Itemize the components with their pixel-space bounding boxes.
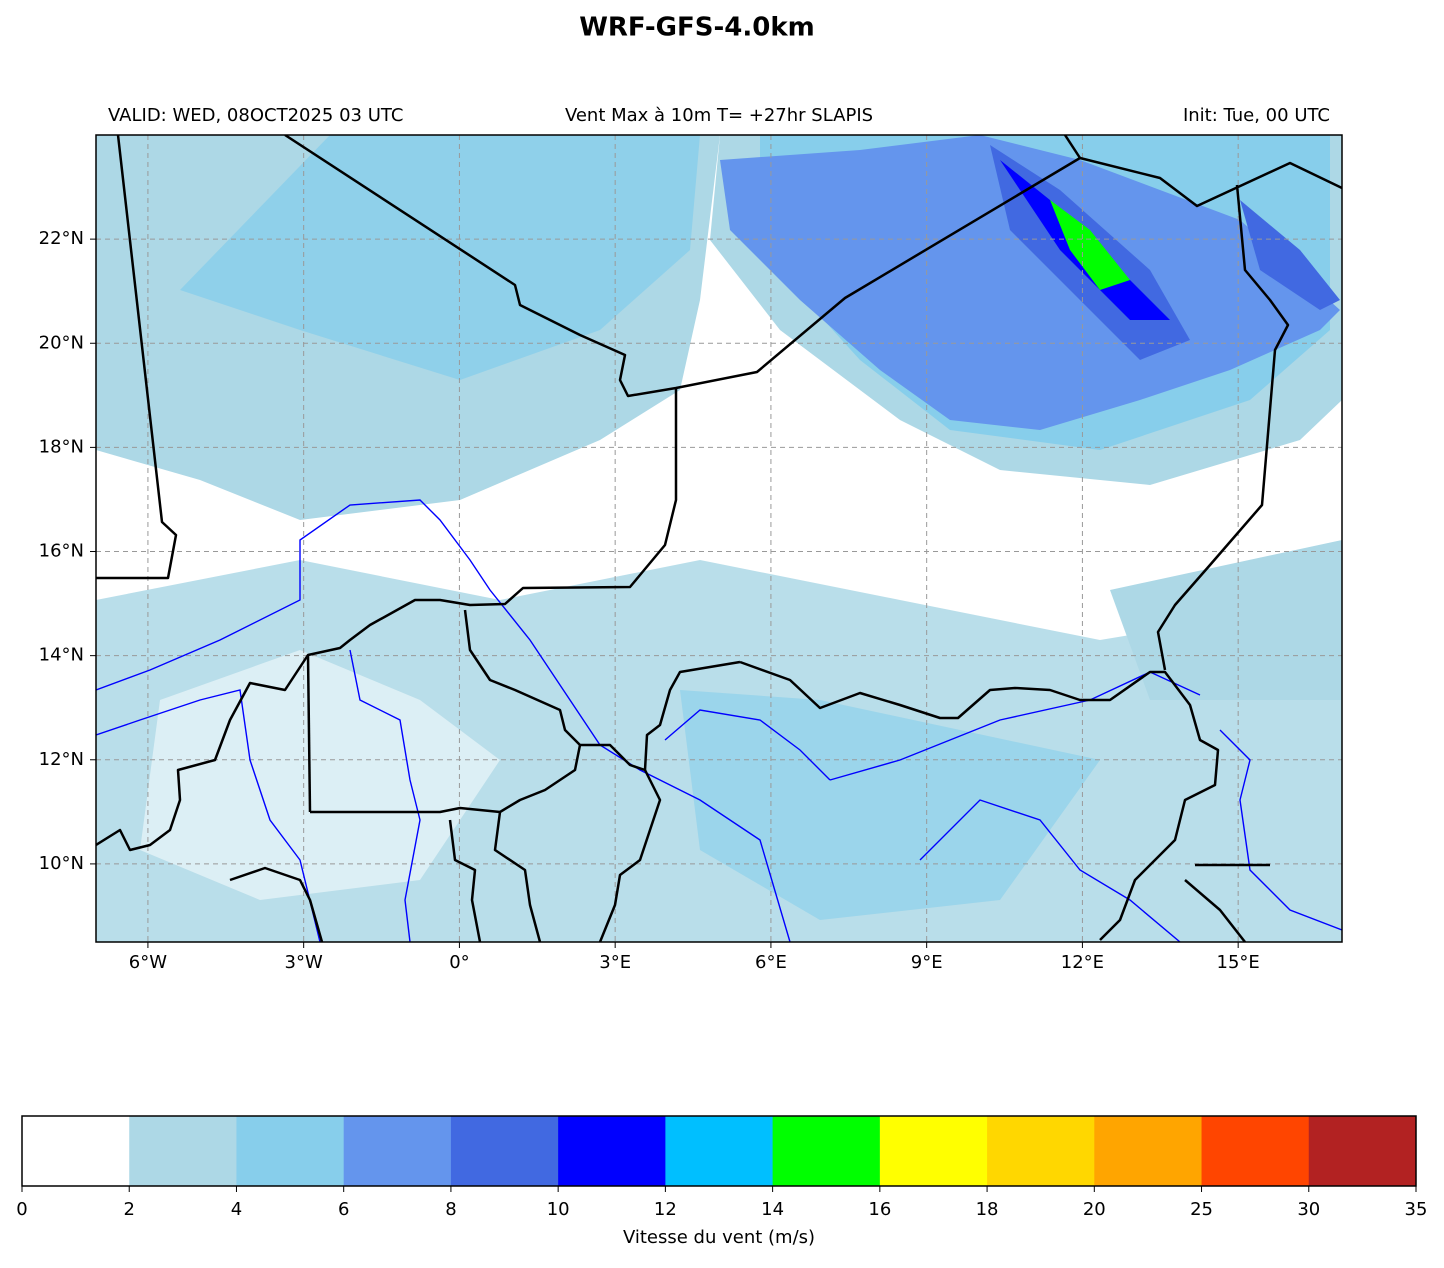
colorbar-segment [236, 1116, 345, 1186]
wind-area [680, 690, 1100, 920]
wind-area [720, 135, 1340, 430]
border [1156, 184, 1290, 671]
colorbar-tick-label: 14 [761, 1199, 784, 1220]
border [96, 135, 178, 580]
border [96, 388, 678, 852]
title: WRF-GFS-4.0km [579, 13, 815, 43]
colorbar-tick-label: 8 [445, 1199, 456, 1220]
map-field [96, 135, 1342, 942]
wind-area [1110, 540, 1342, 700]
lat-tick-label: 18°N [39, 436, 84, 457]
wind-area [180, 135, 700, 380]
river [349, 649, 421, 942]
colorbar-tick-label: 0 [16, 1199, 27, 1220]
colorbar-tick-label: 16 [868, 1199, 891, 1220]
lon-tick-label: 6°E [755, 952, 787, 973]
colorbar-tick-label: 6 [338, 1199, 349, 1220]
lat-tick-label: 14°N [39, 645, 84, 666]
colorbar-tick-label: 35 [1405, 1199, 1428, 1220]
init-time: Init: Tue, 00 UTC [1183, 105, 1330, 126]
colorbar-segment [343, 1116, 452, 1186]
border [739, 660, 1220, 941]
lon-tick-label: 6°W [129, 952, 167, 973]
border [598, 769, 662, 942]
wind-area [140, 650, 500, 900]
lat-tick-label: 22°N [39, 228, 84, 249]
colorbar-segment [772, 1116, 881, 1186]
colorbar-tick-label: 18 [976, 1199, 999, 1220]
colorbar-tick-label: 12 [654, 1199, 677, 1220]
colorbar-segment [22, 1116, 130, 1186]
lat-tick-label: 20°N [39, 332, 84, 353]
wind-area [1240, 200, 1340, 310]
colorbar-segment [450, 1116, 559, 1186]
river [664, 709, 831, 781]
colorbar-frame [21, 1115, 1417, 1187]
lat-tick-label: 10°N [39, 853, 84, 874]
colorbar-tick-label: 2 [124, 1199, 135, 1220]
border [306, 654, 312, 813]
colorbar-tick-label: 4 [231, 1199, 242, 1220]
colorbar-tick-label: 25 [1190, 1199, 1213, 1220]
wind-area [1050, 200, 1130, 290]
subtitle: Vent Max à 10m T= +27hr SLAPIS [565, 105, 873, 126]
colorbar-label: Vitesse du vent (m/s) [623, 1227, 815, 1248]
lon-tick-label: 0° [449, 952, 469, 973]
river [829, 671, 1201, 781]
colorbar-tick-label: 30 [1297, 1199, 1320, 1220]
colorbar-segment [1094, 1116, 1203, 1186]
river [96, 499, 791, 942]
colorbar-segment [129, 1116, 237, 1186]
colorbar: 0 2 4 6 8 10 12 14 16 18 20 25 30 35 [16, 1115, 1428, 1220]
colorbar-segment [558, 1116, 666, 1186]
colorbar-segment [665, 1116, 774, 1186]
valid-time: VALID: WED, 08OCT2025 03 UTC [108, 105, 403, 126]
map-frame [95, 134, 1343, 943]
colorbar-tick-label: 20 [1083, 1199, 1106, 1220]
border [463, 609, 741, 772]
lat-tick-label: 12°N [39, 749, 84, 770]
lon-tick-label: 3°W [285, 952, 323, 973]
colorbar-tick-label: 10 [547, 1199, 570, 1220]
lon-tick-label: 3°E [599, 952, 631, 973]
colorbar-segment [1308, 1116, 1417, 1186]
colorbar-segment [879, 1116, 988, 1186]
grid [96, 135, 1342, 942]
river [919, 799, 1181, 942]
border [448, 819, 482, 942]
colorbar-segment [1201, 1116, 1310, 1186]
river [1219, 729, 1342, 931]
lat-tick-label: 16°N [39, 541, 84, 562]
colorbar-segment [987, 1116, 1095, 1186]
lon-tick-label: 9°E [911, 952, 943, 973]
border [1184, 879, 1246, 942]
lon-tick-label: 12°E [1061, 952, 1104, 973]
border [1063, 135, 1082, 159]
border [229, 866, 324, 942]
river [96, 689, 321, 942]
lon-tick-label: 15°E [1217, 952, 1260, 973]
border [310, 806, 501, 814]
